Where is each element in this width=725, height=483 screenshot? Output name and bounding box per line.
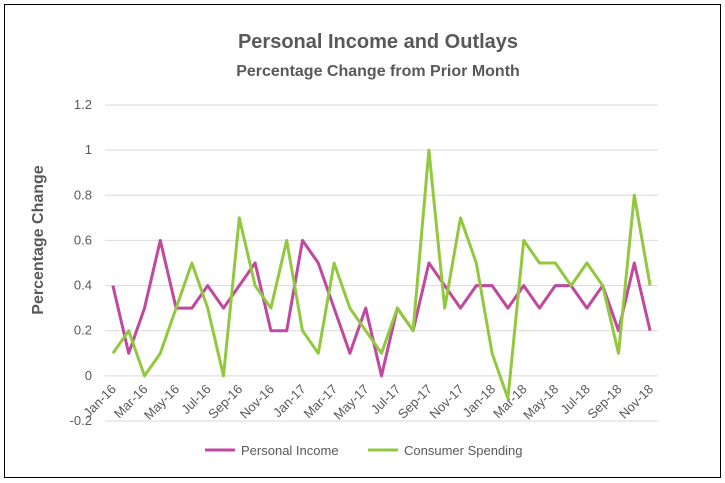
chart-subtitle: Percentage Change from Prior Month xyxy=(236,63,520,80)
y-tick-label: -0.2 xyxy=(70,413,92,428)
y-tick-label: 0.6 xyxy=(74,232,92,247)
legend-label: Personal Income xyxy=(241,443,339,458)
data-line xyxy=(111,148,652,400)
chart-border xyxy=(4,4,721,478)
chart-title: Personal Income and Outlays xyxy=(238,31,518,53)
y-tick-label: 1.2 xyxy=(74,97,92,112)
y-axis-label: Percentage Change xyxy=(30,165,47,314)
y-tick-label: 1 xyxy=(85,142,92,157)
y-tick-label: 0 xyxy=(85,368,92,383)
y-tick-label: 0.8 xyxy=(74,187,92,202)
legend-label: Consumer Spending xyxy=(404,443,523,458)
y-tick-label: 0.4 xyxy=(74,278,92,293)
y-tick-label: 0.2 xyxy=(74,323,92,338)
